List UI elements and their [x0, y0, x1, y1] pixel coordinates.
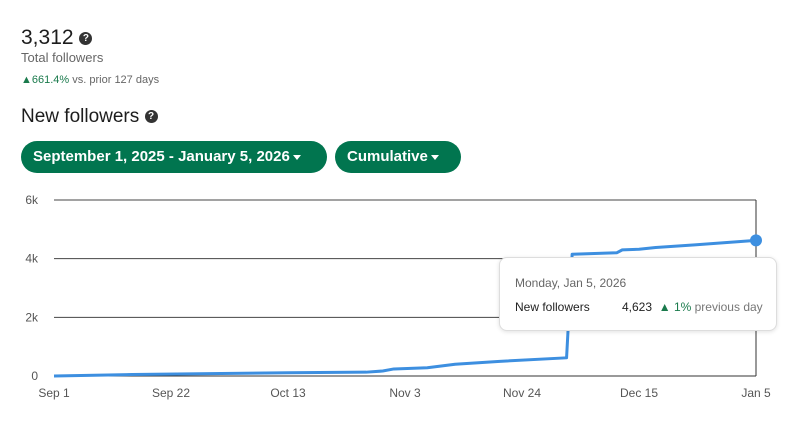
tooltip-change: 1% — [673, 300, 692, 314]
tooltip-change-suffix: previous day — [694, 300, 763, 314]
x-tick-label: Sep 1 — [38, 386, 70, 400]
help-icon[interactable]: ? — [144, 110, 158, 124]
highlighted-point — [750, 234, 762, 247]
x-tick-label: Oct 13 — [270, 386, 306, 400]
x-tick-label: Nov 24 — [503, 386, 541, 400]
tooltip-value: 4,623 — [622, 300, 653, 314]
y-tick-label: 4k — [25, 252, 39, 266]
tooltip-date: Monday, Jan 5, 2026 — [515, 276, 627, 290]
delta-suffix: vs. prior 127 days — [72, 74, 160, 86]
tooltip-value-row: 4,623 ▲ 1% previous day — [622, 300, 763, 314]
x-tick-label: Jan 5 — [741, 386, 771, 400]
x-tick-label: Nov 3 — [389, 386, 421, 400]
mode-label: Cumulative — [347, 148, 428, 165]
section-title-text: New followers — [21, 106, 140, 127]
up-arrow-icon: ▲ — [658, 300, 671, 314]
x-tick-label: Sep 22 — [152, 386, 190, 400]
caret-down-icon — [292, 154, 301, 160]
help-icon[interactable]: ? — [79, 31, 93, 45]
y-tick-label: 2k — [25, 310, 39, 324]
x-tick-label: Dec 15 — [620, 386, 658, 400]
section-title: New followers ? — [21, 106, 158, 128]
date-range-label: September 1, 2025 - January 5, 2026 — [33, 148, 290, 165]
series-line — [53, 238, 757, 378]
delta-value: 661.4% — [31, 74, 70, 86]
y-tick-label: 6k — [25, 193, 39, 207]
tooltip-label: New followers — [515, 300, 590, 314]
growth-delta: ▲661.4% vs. prior 127 days — [21, 74, 159, 86]
mode-dropdown[interactable]: Cumulative — [335, 141, 461, 173]
y-tick-label: 0 — [31, 369, 38, 383]
up-arrow-icon: ▲ — [21, 74, 32, 86]
total-followers-label: Total followers — [21, 50, 104, 65]
caret-down-icon — [430, 154, 439, 160]
chart-tooltip: Monday, Jan 5, 2026 New followers 4,623 … — [499, 257, 777, 331]
date-range-dropdown[interactable]: September 1, 2025 - January 5, 2026 — [21, 141, 327, 173]
total-value: 3,312 — [21, 26, 74, 49]
total-followers-count: 3,312 ? — [21, 26, 93, 50]
